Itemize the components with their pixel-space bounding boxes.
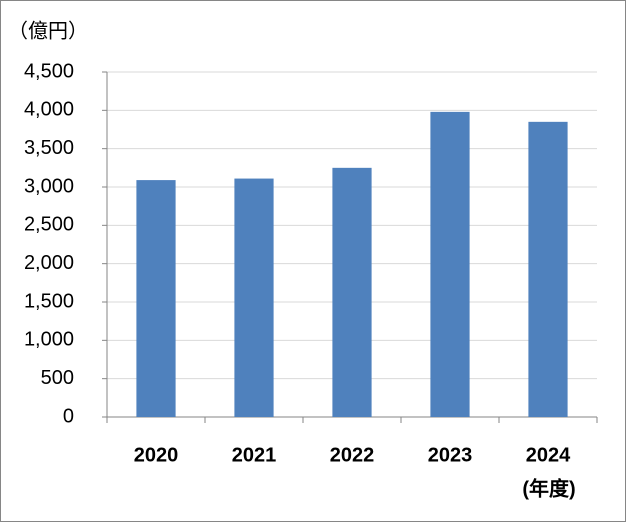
- bar: [136, 180, 176, 417]
- y-tick-label: 500: [41, 367, 74, 389]
- bar: [234, 178, 274, 417]
- y-axis-label: （億円）: [8, 19, 88, 42]
- y-tick-label: 4,000: [24, 99, 74, 121]
- y-tick-label: 1,500: [24, 290, 74, 312]
- bar: [528, 121, 568, 417]
- y-tick-label: 3,000: [24, 175, 74, 197]
- y-tick-label: 1,000: [24, 329, 74, 351]
- x-axis-label: (年度): [522, 476, 575, 500]
- x-tick-label: 2022: [330, 444, 375, 466]
- x-tick-label: 2023: [428, 444, 473, 466]
- y-tick-label: 2,500: [24, 214, 74, 236]
- bar: [430, 111, 470, 417]
- y-tick-label: 0: [63, 405, 74, 427]
- y-tick-label: 2,000: [24, 252, 74, 274]
- x-tick-label: 2024: [526, 444, 571, 466]
- y-tick-label: 3,500: [24, 137, 74, 159]
- x-tick-label: 2021: [232, 444, 277, 466]
- y-tick-label: 4,500: [24, 60, 74, 82]
- x-tick-label: 2020: [134, 444, 179, 466]
- bar: [332, 167, 372, 417]
